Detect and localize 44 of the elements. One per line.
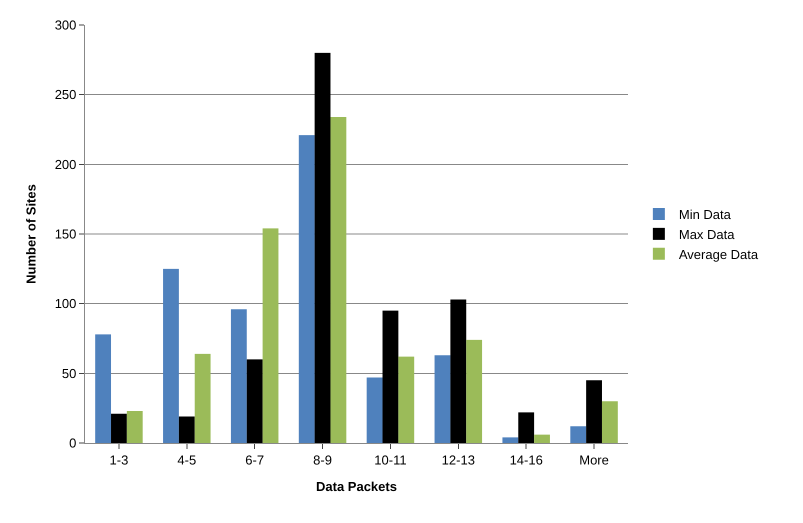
bar [434, 355, 450, 443]
legend-label: Min Data [678, 207, 732, 222]
y-tick-label: 250 [54, 87, 76, 102]
bar [298, 135, 315, 443]
bar [466, 340, 482, 443]
bar [126, 410, 143, 443]
bar [602, 401, 618, 443]
x-tick-label: 8-9 [313, 452, 332, 468]
bar [111, 414, 127, 443]
bar [382, 310, 398, 443]
legend-label: Max Data [678, 226, 736, 242]
bar [518, 412, 534, 443]
y-tick-label: 300 [54, 18, 76, 33]
bar [570, 426, 586, 443]
x-tick-label: More [579, 452, 609, 468]
bar [534, 434, 550, 443]
legend-label: Average Data [678, 246, 759, 262]
bar [398, 356, 414, 443]
x-tick-label: 12-13 [442, 452, 475, 468]
bar [95, 334, 112, 443]
x-tick-label: 1-3 [110, 452, 128, 468]
bar [230, 309, 247, 443]
y-axis-title: Number of Sites [24, 184, 39, 284]
y-tick-label: 50 [62, 366, 76, 381]
bar [450, 299, 466, 443]
x-tick-label: 10-11 [374, 452, 407, 468]
x-tick-label: 6-7 [245, 452, 264, 468]
bar [366, 378, 383, 443]
x-tick-label: 4-5 [177, 452, 196, 468]
bar [178, 416, 195, 443]
bar [194, 354, 211, 443]
bar [586, 380, 602, 443]
y-tick-label: 100 [54, 296, 76, 312]
bar [262, 228, 278, 443]
bar [502, 437, 518, 443]
x-axis-title: Data Packets [316, 479, 397, 494]
y-tick-label: 200 [54, 156, 76, 172]
y-tick-label: 0 [69, 436, 76, 451]
bar [246, 359, 263, 443]
x-tick-label: 14-16 [510, 452, 543, 468]
bar [163, 268, 179, 443]
bar [314, 52, 330, 443]
y-tick-label: 150 [54, 226, 76, 242]
bar [330, 116, 346, 443]
